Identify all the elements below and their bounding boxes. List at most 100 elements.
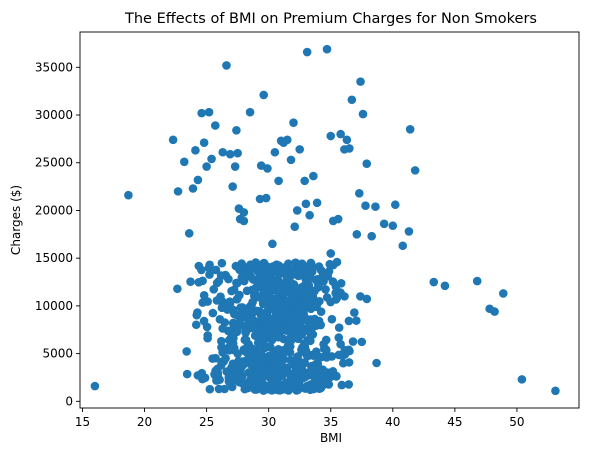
scatter-point bbox=[242, 286, 252, 296]
scatter-point bbox=[186, 277, 195, 287]
y-tick-label: 10000 bbox=[35, 299, 73, 313]
scatter-point bbox=[344, 380, 354, 389]
scatter-point bbox=[203, 297, 212, 306]
y-tick-label: 0 bbox=[65, 394, 73, 408]
scatter-point bbox=[334, 350, 344, 360]
scatter-point bbox=[301, 199, 311, 209]
scatter-point bbox=[288, 292, 298, 302]
scatter-point bbox=[274, 261, 284, 270]
x-tick-label: 15 bbox=[75, 415, 90, 429]
scatter-point bbox=[294, 334, 303, 344]
scatter-point bbox=[237, 378, 247, 387]
scatter-point bbox=[216, 361, 226, 370]
scatter-point bbox=[182, 369, 192, 379]
scatter-point bbox=[202, 162, 211, 171]
scatter-point bbox=[286, 155, 296, 165]
scatter-point bbox=[207, 154, 216, 164]
scatter-point bbox=[199, 291, 209, 300]
scatter-point bbox=[322, 44, 332, 54]
scatter-point bbox=[173, 284, 182, 294]
x-axis-ticks: 15 20 25 30 35 40 45 50 bbox=[75, 408, 525, 429]
scatter-point bbox=[173, 187, 183, 196]
scatter-point bbox=[361, 201, 370, 210]
scatter-point bbox=[257, 359, 266, 368]
scatter-point bbox=[230, 162, 240, 171]
scatter-point bbox=[322, 353, 331, 362]
scatter-point bbox=[211, 265, 221, 275]
scatter-point bbox=[312, 198, 322, 208]
scatter-point bbox=[229, 285, 239, 295]
scatter-point bbox=[388, 221, 398, 231]
scatter-point bbox=[356, 77, 365, 86]
x-tick-label: 30 bbox=[261, 415, 276, 429]
scatter-point bbox=[205, 270, 214, 279]
scatter-point bbox=[348, 337, 358, 346]
scatter-point bbox=[336, 288, 345, 297]
scatter-point bbox=[367, 231, 377, 241]
scatter-point bbox=[272, 361, 282, 371]
scatter-point bbox=[259, 337, 268, 346]
scatter-point bbox=[246, 304, 255, 314]
scatter-point bbox=[246, 264, 256, 274]
scatter-point bbox=[275, 386, 285, 395]
scatter-point bbox=[440, 281, 450, 291]
scatter-point bbox=[316, 266, 326, 275]
scatter-point bbox=[286, 373, 296, 382]
scatter-point bbox=[302, 47, 312, 57]
scatter-point bbox=[232, 327, 242, 337]
scatter-point bbox=[336, 279, 346, 288]
scatter-point bbox=[226, 304, 236, 314]
scatter-point bbox=[217, 258, 227, 268]
scatter-point bbox=[264, 290, 274, 300]
x-tick-label: 35 bbox=[323, 415, 338, 429]
scatter-point bbox=[267, 385, 277, 395]
scatter-point bbox=[312, 301, 321, 311]
scatter-point bbox=[203, 331, 213, 340]
scatter-point bbox=[124, 190, 133, 200]
scatter-point bbox=[332, 257, 342, 267]
scatter-point bbox=[300, 286, 310, 296]
scatter-point bbox=[274, 176, 283, 186]
scatter-point bbox=[280, 286, 290, 295]
scatter-point bbox=[234, 356, 243, 366]
scatter-point bbox=[193, 175, 203, 185]
scatter-point bbox=[218, 147, 228, 157]
y-tick-label: 25000 bbox=[35, 156, 73, 170]
scatter-point bbox=[225, 149, 235, 159]
scatter-point bbox=[354, 188, 364, 198]
scatter-point bbox=[295, 145, 305, 154]
scatter-point bbox=[212, 376, 221, 385]
scatter-point bbox=[228, 373, 238, 383]
scatter-point bbox=[248, 368, 257, 377]
scatter-point bbox=[328, 366, 338, 376]
y-tick-label: 35000 bbox=[35, 60, 73, 74]
scatter-point bbox=[267, 281, 277, 291]
scatter-point bbox=[268, 239, 277, 249]
scatter-point bbox=[274, 269, 284, 279]
scatter-point bbox=[168, 135, 178, 145]
scatter-point bbox=[259, 372, 269, 381]
scatter-point bbox=[286, 317, 295, 326]
scatter-point bbox=[248, 297, 257, 307]
scatter-point bbox=[254, 280, 263, 289]
x-tick-label: 50 bbox=[509, 415, 524, 429]
scatter-point bbox=[340, 345, 350, 355]
scatter-point bbox=[288, 269, 298, 279]
scatter-point bbox=[191, 320, 201, 330]
scatter-point bbox=[325, 259, 335, 269]
scatter-point bbox=[205, 384, 215, 394]
scatter-point bbox=[225, 297, 235, 307]
scatter-point bbox=[215, 315, 225, 324]
scatter-point bbox=[184, 229, 194, 238]
scatter-point bbox=[342, 135, 352, 145]
scatter-point bbox=[334, 323, 344, 332]
scatter-point bbox=[199, 316, 209, 326]
scatter-point bbox=[326, 131, 336, 141]
scatter-point bbox=[273, 332, 283, 342]
scatter-point bbox=[300, 264, 310, 274]
scatter-point bbox=[235, 317, 245, 327]
scatter-point bbox=[243, 348, 252, 358]
scatter-point bbox=[347, 95, 357, 105]
